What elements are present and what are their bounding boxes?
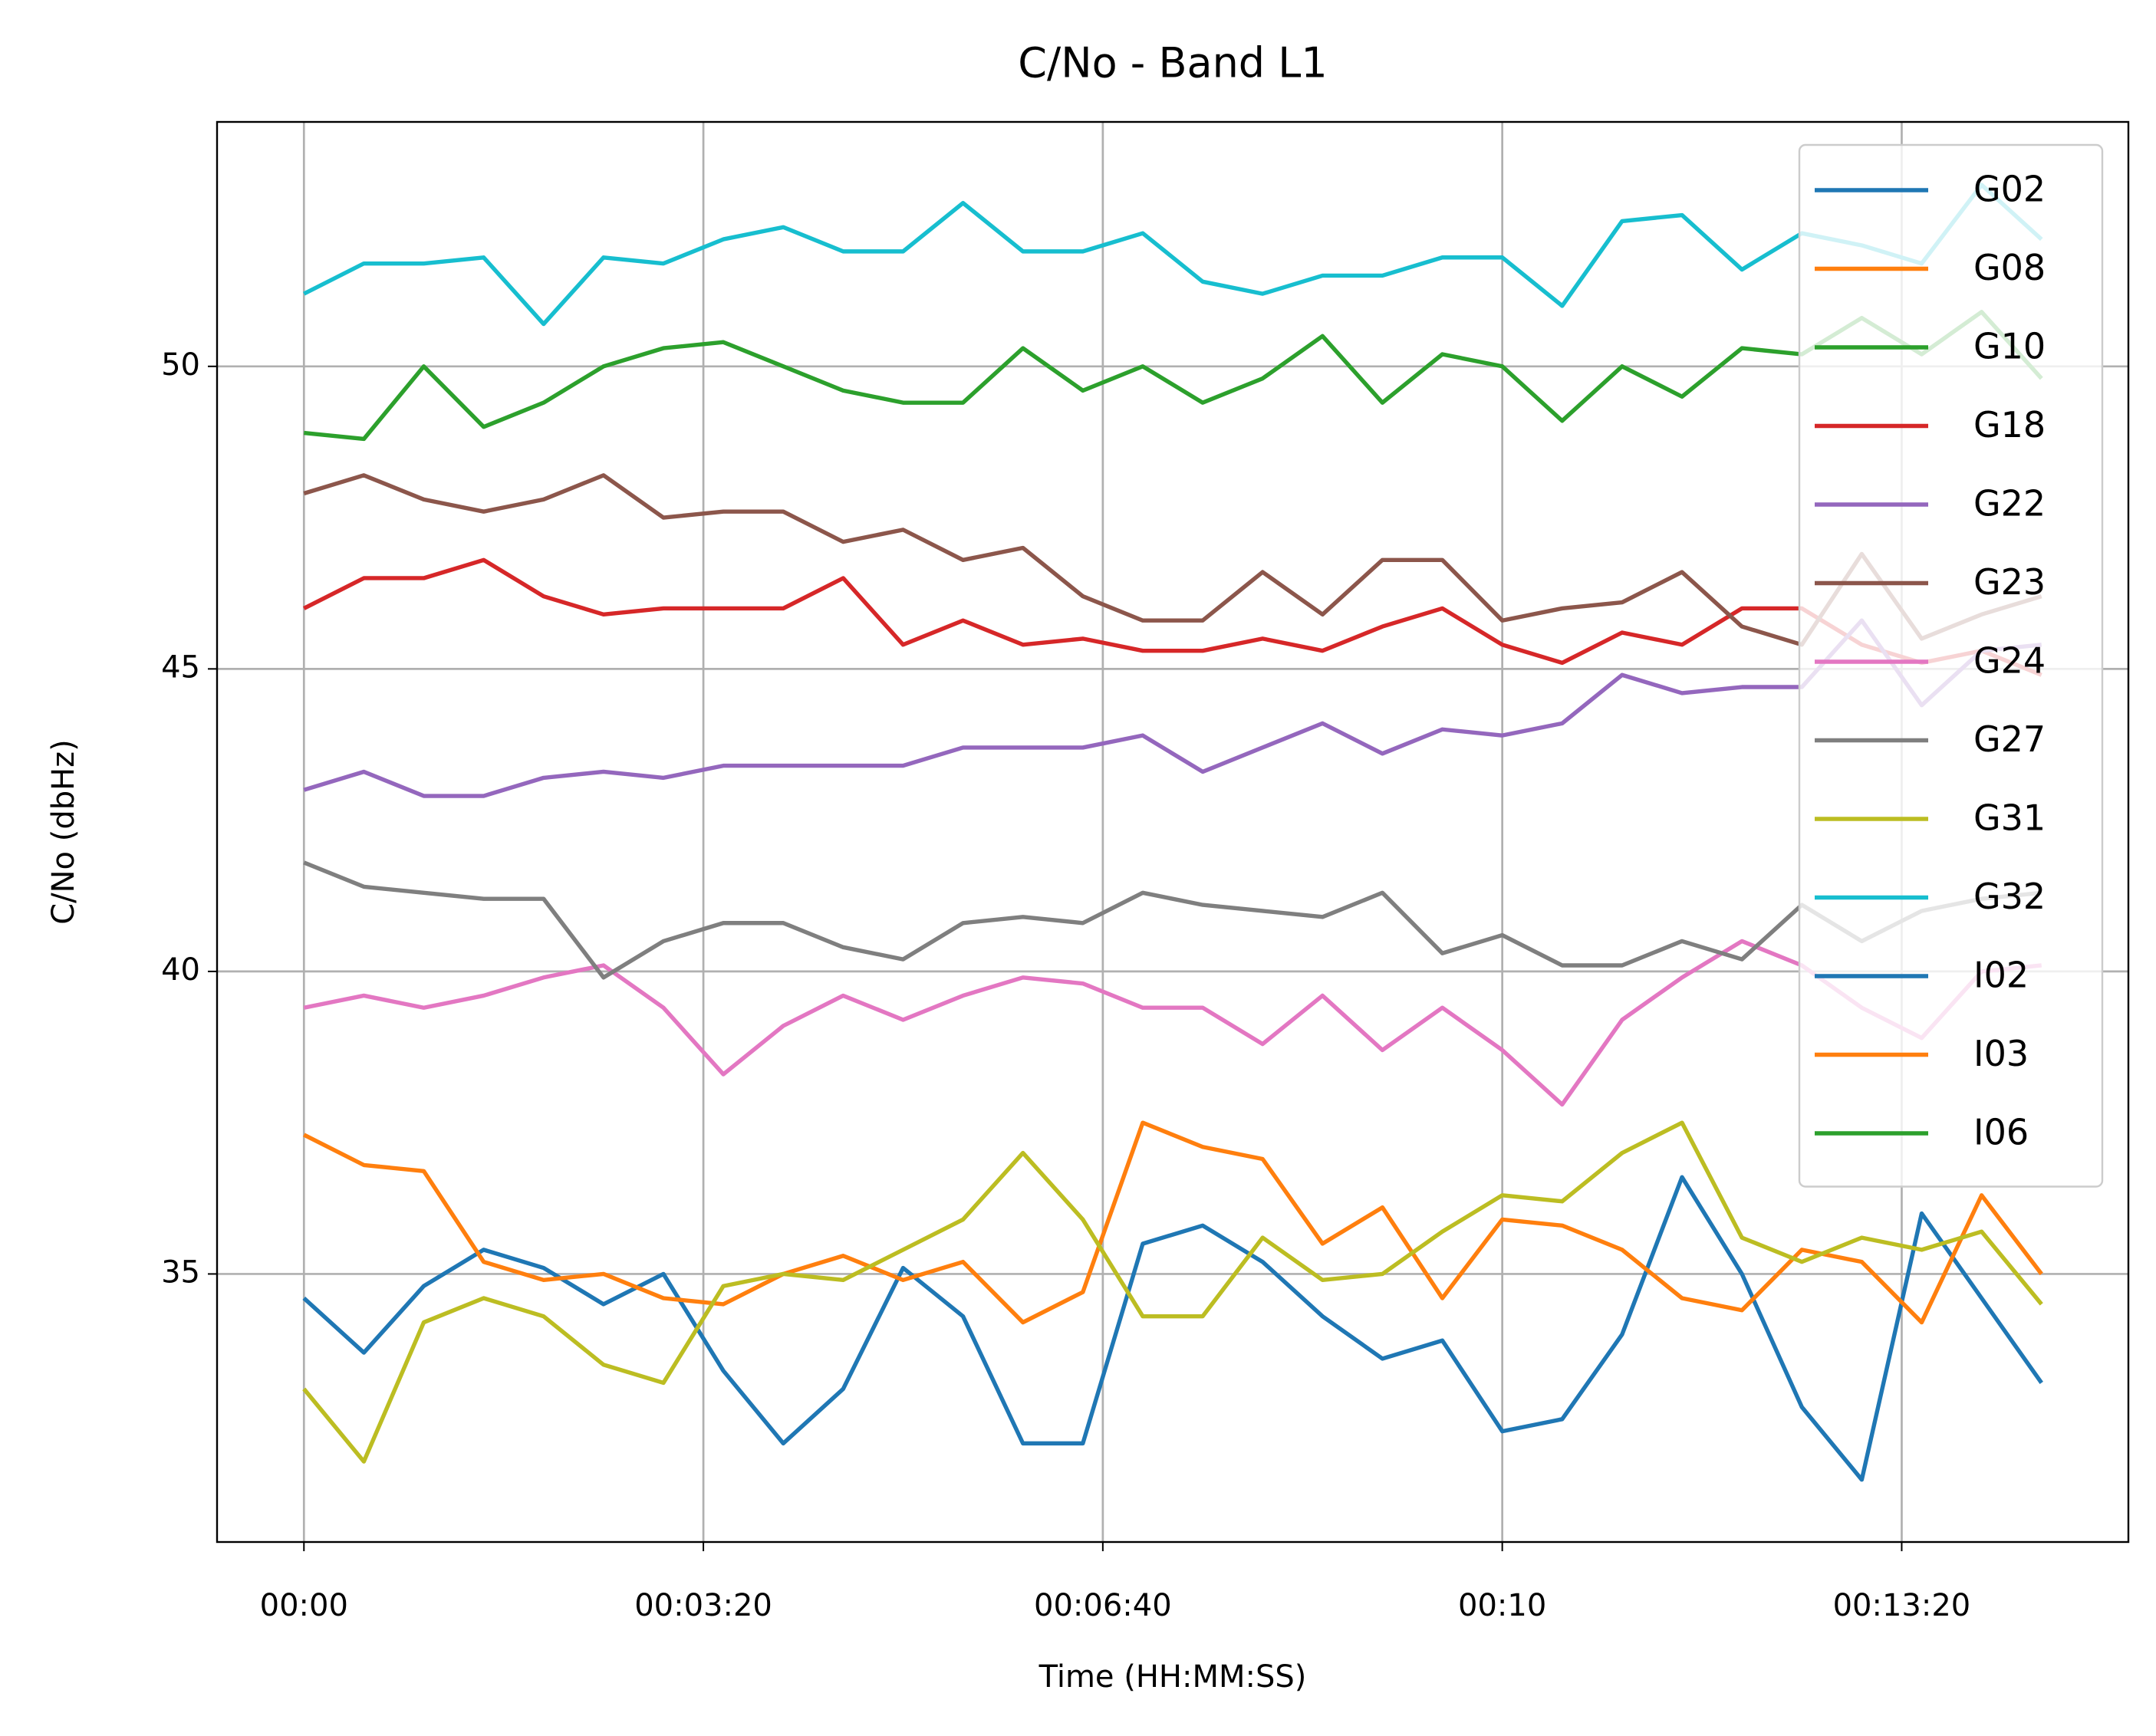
legend: G02 G08 G10 G18 G22 G23 G24 G27 G31 G32 I02 I03 I06: [1798, 143, 2104, 1188]
legend-label: I02: [1973, 955, 2029, 996]
legend-label: G24: [1973, 640, 2046, 682]
x-tick-label: 00:13:20: [1833, 1588, 1971, 1623]
series-line: [303, 182, 2043, 327]
legend-label: G23: [1973, 561, 2046, 603]
legend-label: G27: [1973, 718, 2046, 760]
legend-label: I06: [1973, 1112, 2029, 1153]
legend-label: G08: [1973, 247, 2046, 288]
x-tick-label: 00:06:40: [1034, 1588, 1172, 1623]
x-tick-label: 00:03:20: [634, 1588, 772, 1623]
series-line: [302, 1175, 2043, 1482]
legend-label: G10: [1973, 326, 2046, 367]
series-line: [303, 1120, 2043, 1325]
legend-label: G31: [1973, 797, 2046, 839]
x-tick-label: 00:00: [260, 1588, 348, 1623]
y-tick-label: 35: [161, 1254, 200, 1290]
y-tick-label: 40: [161, 952, 200, 988]
x-axis-label: Time (HH:MM:SS): [1039, 1659, 1307, 1695]
series-line: [303, 473, 2042, 647]
series-line: [302, 1120, 2043, 1464]
series-line: [303, 310, 2043, 442]
chart-title: C/No - Band L1: [1018, 39, 1327, 87]
legend-label: G22: [1973, 483, 2046, 524]
series-line: [303, 618, 2042, 798]
legend-label: G18: [1973, 404, 2046, 446]
legend-label: I03: [1973, 1033, 2029, 1074]
x-tick-label: 00:10: [1458, 1588, 1546, 1623]
y-tick-label: 45: [161, 649, 200, 685]
series-line: [303, 860, 2042, 980]
legend-box: [1798, 143, 2104, 1188]
series-line: [303, 557, 2042, 677]
plot-frame: [216, 120, 2130, 1544]
y-tick-label: 50: [161, 347, 200, 383]
y-axis-label: C/No (dbHz): [46, 739, 81, 925]
legend-label: G32: [1973, 876, 2046, 917]
legend-label: G02: [1973, 169, 2046, 210]
